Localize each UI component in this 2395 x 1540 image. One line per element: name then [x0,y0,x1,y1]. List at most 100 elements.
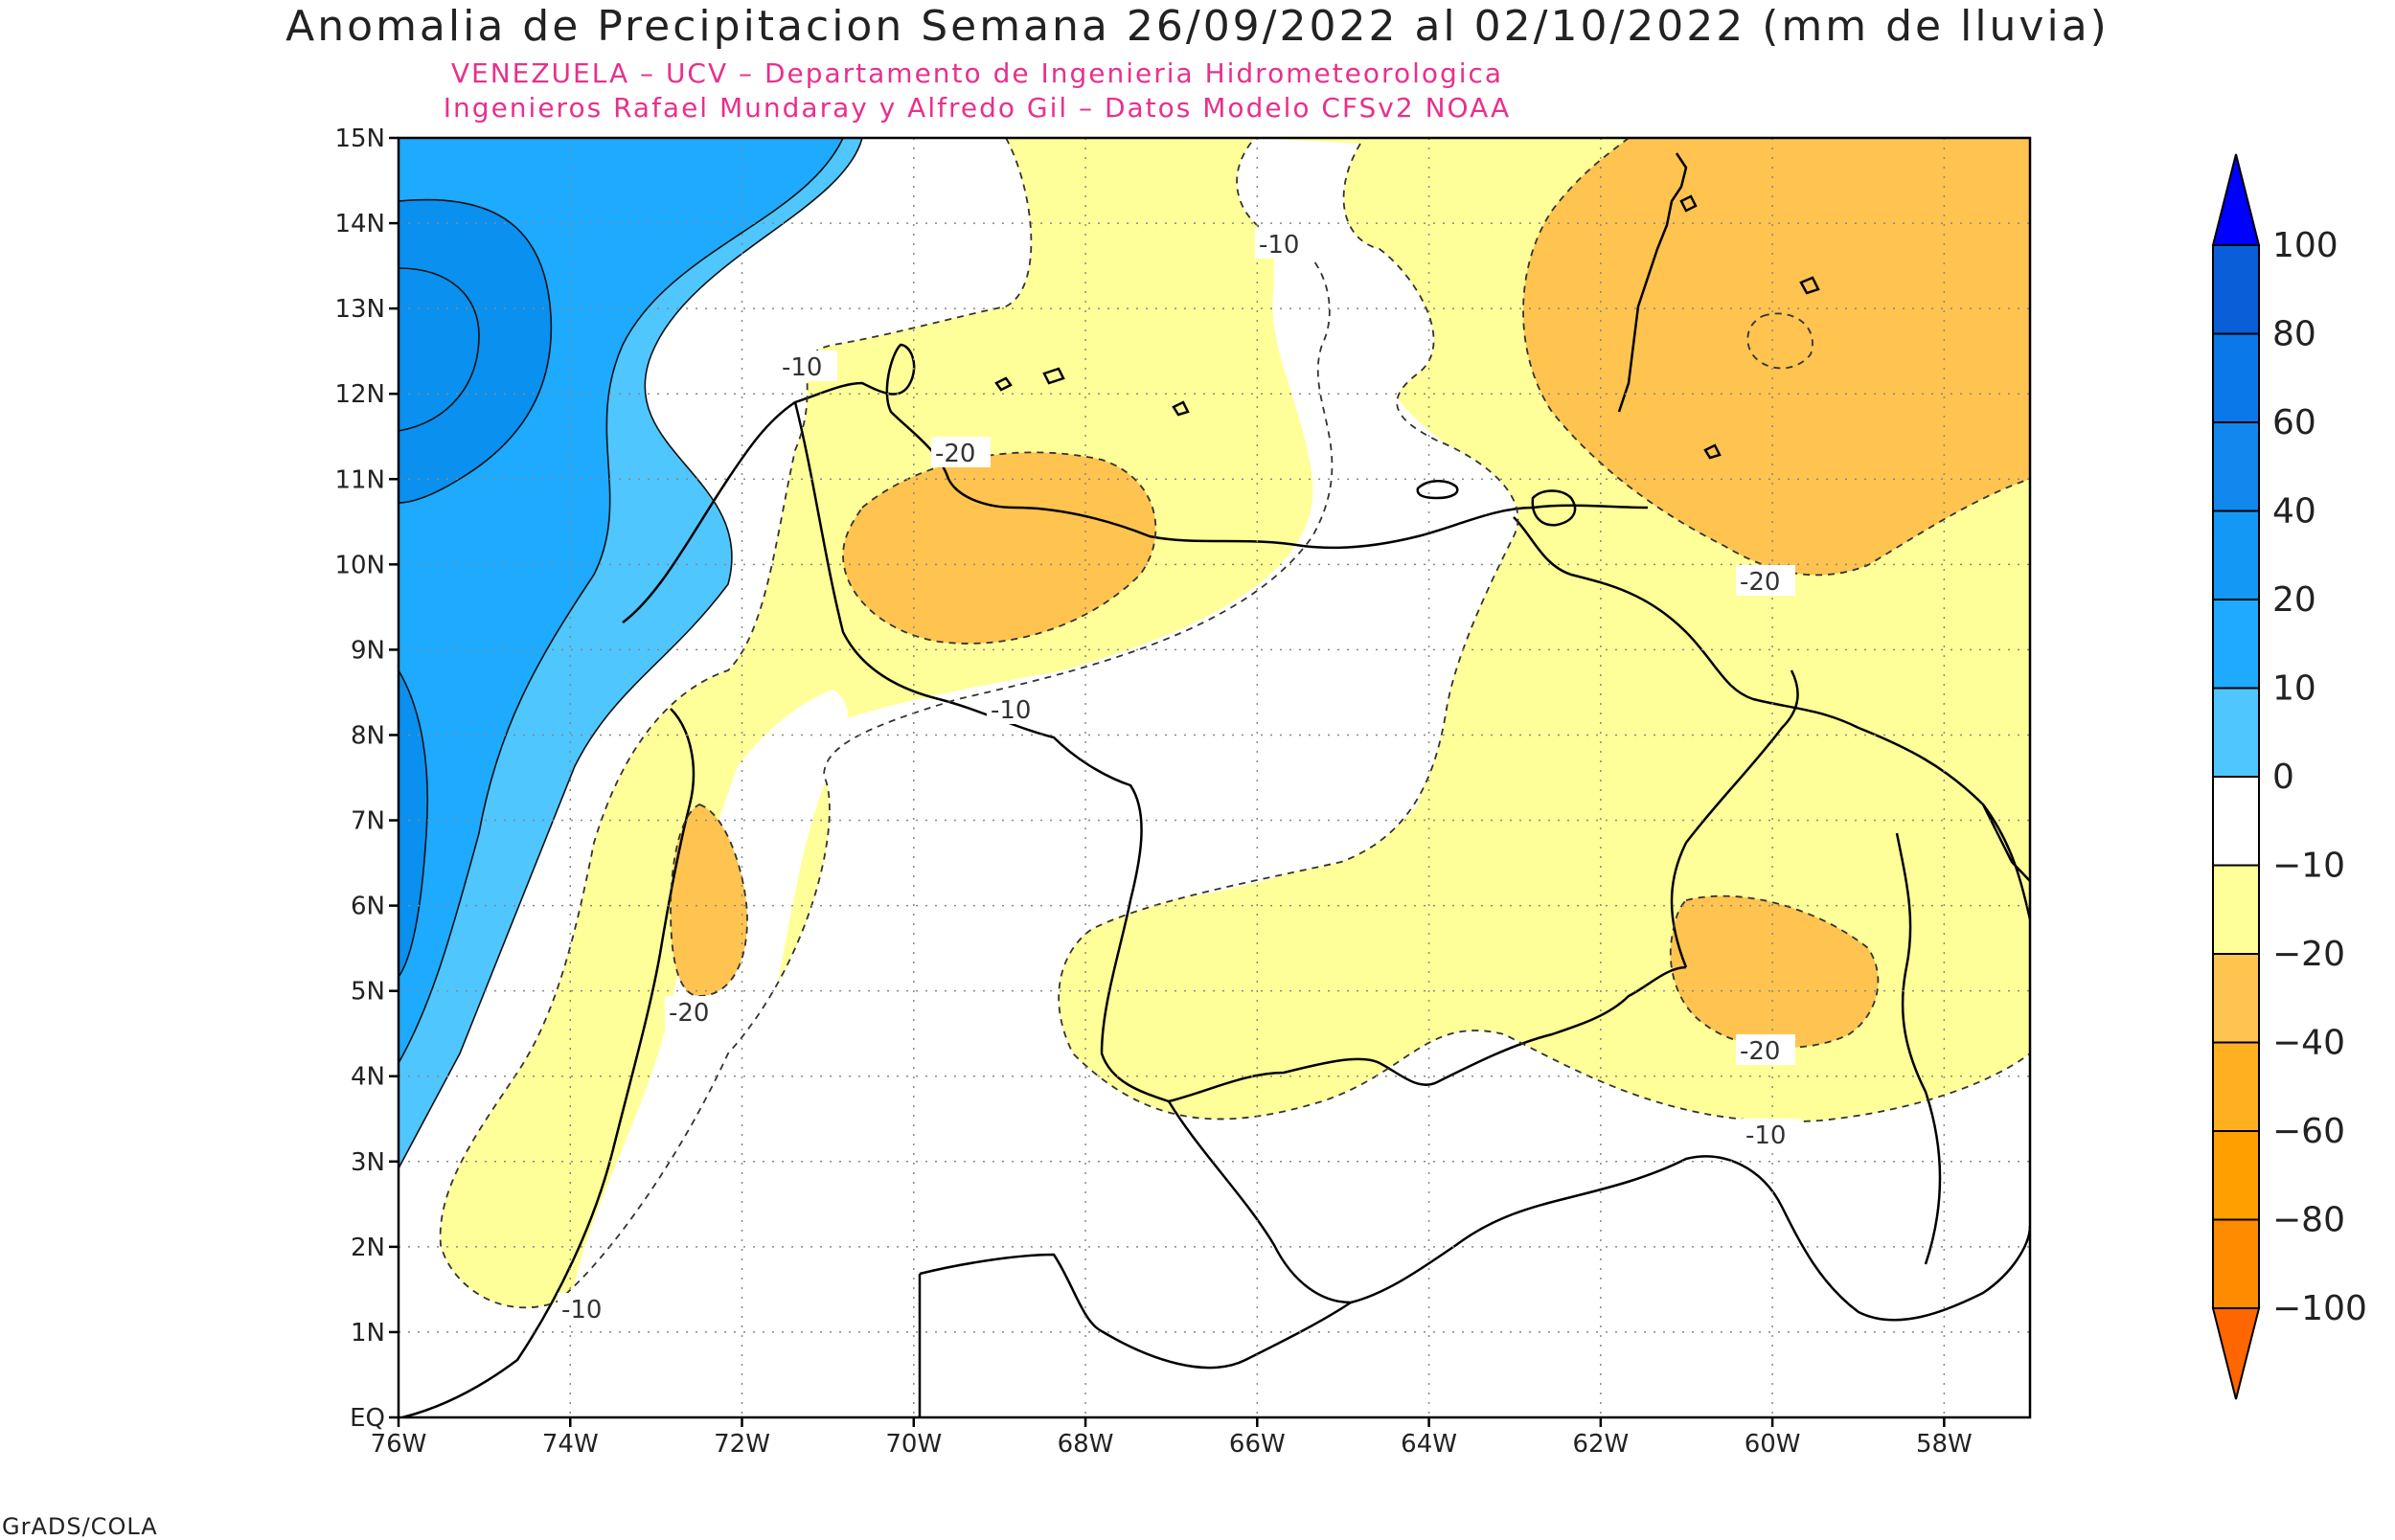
y-tick-label: 9N [351,636,385,665]
contour-minus20-south [1669,895,1880,1049]
y-tick-label: 15N [334,125,385,153]
contour-minus20-northeast [1522,138,2030,577]
colorbar-label: −10 [2272,847,2345,886]
colorbar-swatch [2212,776,2260,867]
colorbar-swatch [2212,510,2260,600]
contour-zero [399,138,863,1169]
y-tick-label: 3N [351,1148,385,1177]
colorbar-swatch [2212,864,2260,955]
colorbar-swatch [2212,1218,2260,1309]
contour-label-minus20-a: -20 [935,440,975,468]
colorbar-swatch [2212,1130,2260,1221]
border-venezuela-brazil [1168,965,1687,1103]
colorbar-label: 100 [2272,226,2338,265]
x-tick-label: 72W [714,1430,770,1459]
x-tick-label: 60W [1745,1430,1801,1459]
y-tick-label: 8N [351,721,385,750]
colorbar-label: 60 [2272,403,2316,442]
anomaly-field [399,138,2030,1417]
country-borders [401,152,2030,1417]
y-tick-label: 10N [334,551,385,579]
coastline-caribbean [622,343,1649,623]
x-tick-label: 76W [371,1430,427,1459]
contour-label-minus20-c: -20 [1740,568,1780,597]
contour-label-minus20-b: -20 [669,999,709,1028]
colorbar-swatch [2212,332,2260,423]
positive-anomaly-area-20 [399,199,552,503]
y-tick-label: EQ [350,1404,385,1433]
negative-anomaly-area-20-northwest [843,452,1156,644]
colorbar-bottom-arrow [2211,1307,2261,1400]
contour-plus20 [399,198,553,504]
colorbar-label: −40 [2272,1024,2345,1063]
contour-label-minus10-c: -10 [991,696,1031,725]
colorbar-label: −60 [2272,1112,2345,1151]
contour-label-minus10-d: -10 [561,1296,602,1325]
grid-lines [399,138,2030,1417]
colorbar-swatch [2212,599,2260,690]
contour-plus40 [399,267,480,432]
colorbar-swatch [2212,421,2260,512]
contour-label-minus20-d: -20 [1740,1037,1780,1066]
negative-anomaly-area-20-south [1670,895,1879,1048]
plot-frame [397,136,2032,1419]
colorbar-swatch [2212,687,2260,778]
contour-minus10-east [1058,143,2030,1122]
contour-labels: -10 -10 -10 -10 -10 -20 -20 -20 -20 [558,228,1801,1325]
positive-anomaly-area-20b [399,670,428,977]
colorbar-swatch [2212,953,2260,1044]
contour-label-minus10-b: -10 [1259,231,1299,260]
contour-plus20-south [399,669,429,978]
contour-minus20-ring [1746,312,1813,370]
x-tick-label: 66W [1229,1430,1286,1459]
y-tick-label: 13N [334,295,385,324]
contour-lines-positive [399,138,863,1169]
y-tick-label: 11N [334,465,385,494]
barbados-island [1799,276,1820,295]
y-tick-label: 7N [351,807,385,836]
colorbar-label: 10 [2272,669,2316,709]
y-tick-label: 4N [351,1063,385,1092]
cayenne-coast [1981,804,2030,882]
colorbar-label: 20 [2272,580,2316,620]
x-tick-label: 62W [1572,1430,1629,1459]
y-tick-label: 1N [351,1319,385,1348]
border-guyana-suriname [1895,832,1942,1265]
margarita-island [1416,480,1459,500]
trinidad-island [1531,489,1577,527]
x-axis: 76W 74W 72W 70W 68W 66W 64W 62W 60W 58W [371,1417,1973,1459]
x-tick-label: 58W [1916,1430,1973,1459]
colorbar-swatch [2212,244,2260,335]
contour-lines [439,138,2030,1309]
contour-minus20-northwest [842,451,1157,645]
white-gap-central [824,228,1502,944]
x-tick-label: 68W [1058,1430,1114,1459]
subtitle-line-2: Ingenieros Rafael Mundaray y Alfredo Gil… [443,92,1512,124]
colorbar-swatch [2212,1041,2260,1132]
y-tick-label: 12N [334,380,385,409]
colorbar-label: 80 [2272,315,2316,354]
negative-anomaly-area-20-west [671,804,747,996]
y-tick-label: 14N [334,210,385,238]
lesser-antilles-arc [1617,152,1688,413]
border-colombia-brazil [919,1253,1352,1370]
page-title: Anomalia de Precipitacion Semana 26/09/2… [285,2,2110,51]
contour-minus10-central [439,138,1334,1309]
x-tick-label: 70W [885,1430,942,1459]
x-tick-label: 74W [542,1430,599,1459]
colorbar-top-arrow [2211,153,2261,246]
bonaire-island [1172,400,1190,417]
border-venezuela-guyana [1670,669,1799,968]
contour-label-minus10-a: -10 [782,353,822,382]
x-tick-label: 64W [1401,1430,1457,1459]
colorbar-label: 0 [2272,758,2294,797]
curacao-island [1042,367,1065,385]
colorbar-label: −20 [2272,935,2345,974]
border-colombia-venezuela [793,401,1170,1103]
y-axis: EQ 1N 2N 3N 4N 5N 6N 7N 8N 9N 10N 11N 12N 13N 14N 15N [334,125,399,1433]
grenada-island [1703,443,1722,460]
colorbar-label: −100 [2272,1289,2367,1328]
contour-label-minus10-e: -10 [1745,1121,1786,1150]
